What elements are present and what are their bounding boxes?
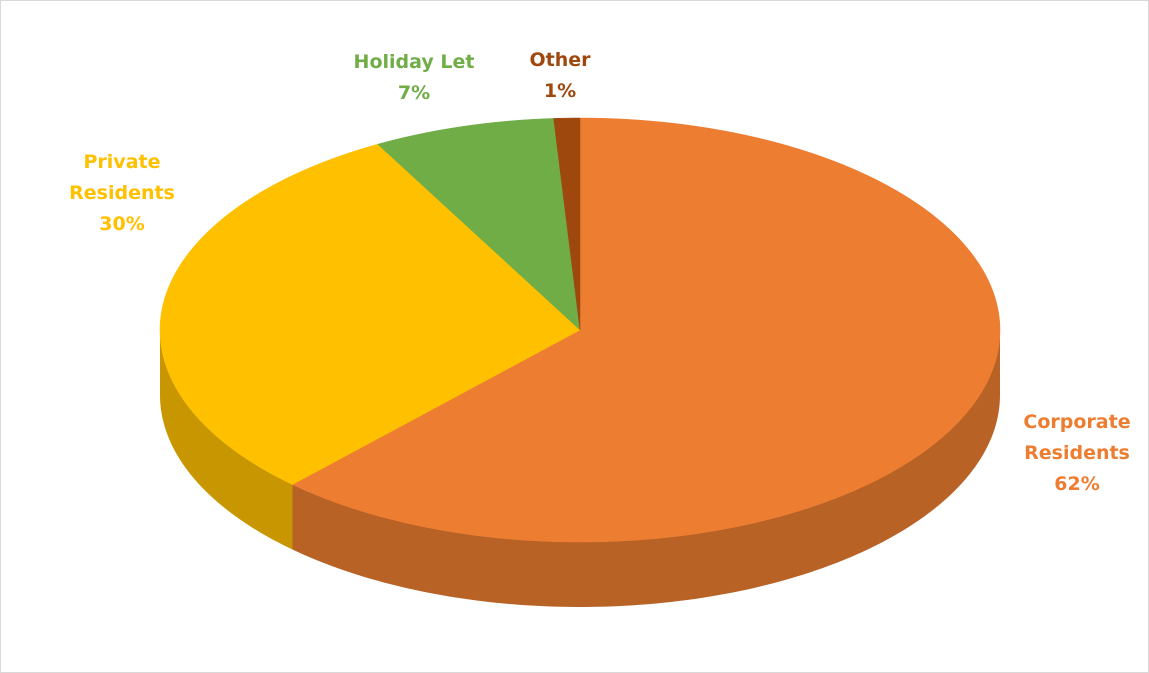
pie-side	[160, 330, 293, 550]
label-name: Holiday Let	[353, 51, 475, 73]
pie-slice	[291, 117, 1001, 543]
label-name: Private Residents	[69, 151, 175, 204]
label-value: 30%	[99, 213, 145, 235]
data-label: Other 1%	[460, 45, 660, 107]
label-name: Other	[529, 49, 591, 71]
data-label: Corporate Residents 62%	[1012, 407, 1142, 500]
label-value: 1%	[543, 80, 577, 102]
data-label: Private Residents 30%	[57, 147, 187, 240]
label-value: 7%	[397, 82, 431, 104]
pie-side	[292, 330, 1000, 607]
pie-slice	[159, 143, 581, 485]
pie-slice	[553, 117, 581, 331]
data-label: Holiday Let 7%	[314, 47, 514, 109]
label-name: Corporate Residents	[1023, 411, 1131, 464]
pie-slice	[377, 118, 581, 331]
label-value: 62%	[1054, 473, 1100, 495]
